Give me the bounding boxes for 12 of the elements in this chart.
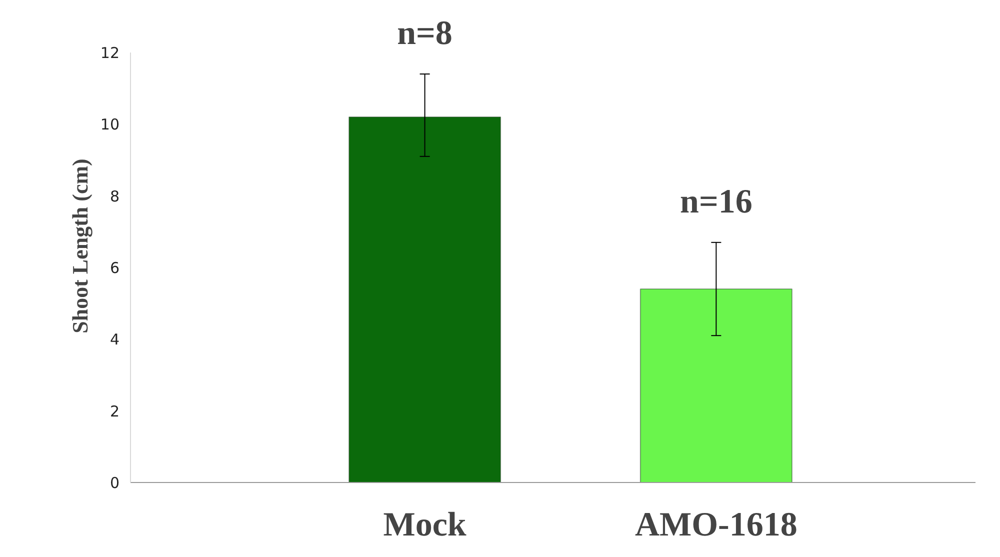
x-tick-label: Mock — [383, 506, 466, 544]
y-axis-title: Shoot Length (cm) — [67, 158, 92, 334]
y-tick-label: 2 — [110, 402, 120, 420]
y-tick-label: 12 — [100, 44, 120, 62]
x-tick-label: AMO-1618 — [634, 506, 798, 544]
y-tick-label: 10 — [100, 116, 120, 134]
annotation: n=16 — [680, 183, 752, 220]
y-tick-label: 6 — [110, 259, 120, 277]
annotation: n=8 — [397, 15, 452, 52]
y-tick-label: 0 — [110, 474, 120, 492]
y-tick-label: 4 — [110, 330, 120, 349]
y-tick-label: 8 — [110, 187, 120, 206]
